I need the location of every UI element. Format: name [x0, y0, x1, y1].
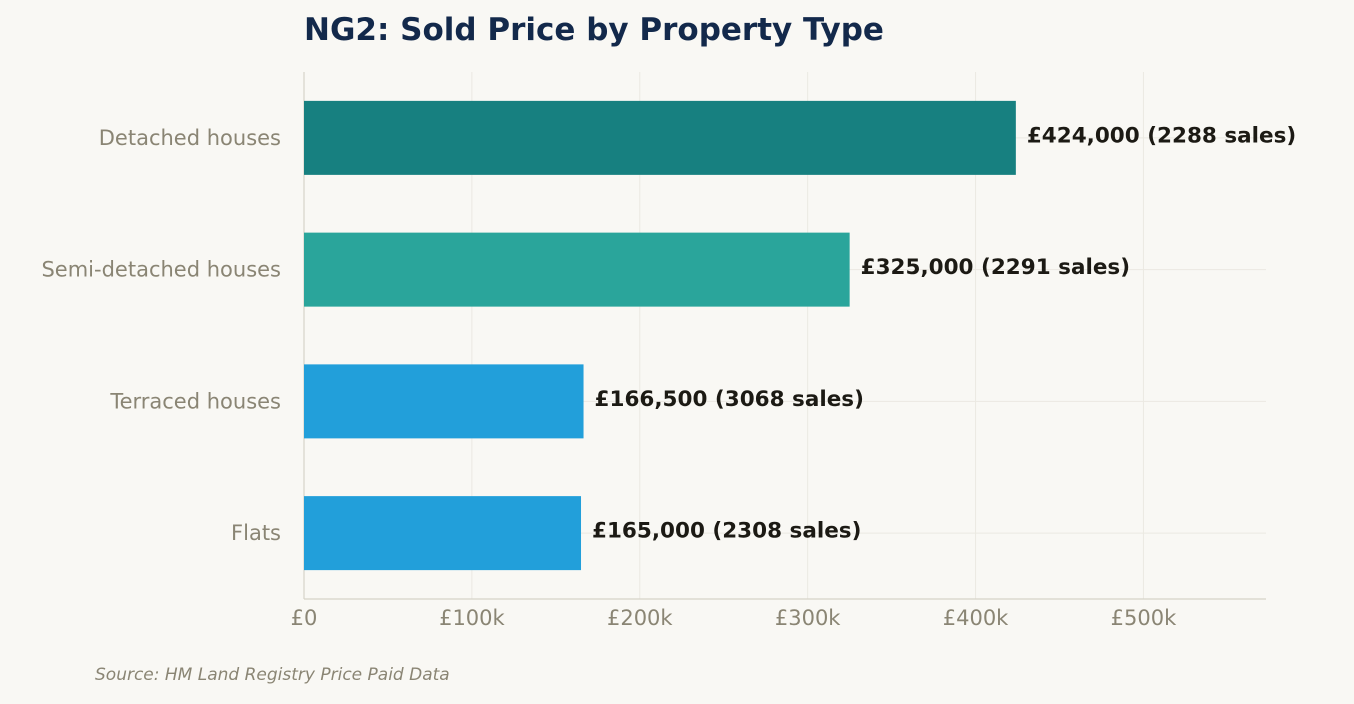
category-label-2: Semi-detached houses [41, 258, 281, 282]
source-note: Source: HM Land Registry Price Paid Data [95, 665, 450, 685]
x-tick-label-2: £200k [607, 606, 673, 630]
bar-3 [304, 364, 584, 439]
x-tick-label-1: £100k [439, 606, 505, 630]
data-label-3: £166,500 (3068 sales) [595, 387, 864, 412]
data-label-2: £325,000 (2291 sales) [861, 255, 1130, 280]
bar-2 [304, 232, 850, 307]
bar-4 [304, 496, 582, 571]
data-label-1: £424,000 (2288 sales) [1027, 123, 1296, 148]
data-label-4: £165,000 (2308 sales) [592, 519, 861, 544]
x-tick-label-0: £0 [291, 606, 318, 630]
category-label-1: Detached houses [99, 126, 281, 150]
bar-1 [304, 100, 1016, 175]
category-label-4: Flats [231, 521, 281, 545]
category-label-3: Terraced houses [109, 389, 281, 413]
chart-title: NG2: Sold Price by Property Type [304, 12, 884, 48]
x-tick-label-3: £300k [775, 606, 841, 630]
x-tick-label-5: £500k [1111, 606, 1177, 630]
x-tick-label-4: £400k [943, 606, 1009, 630]
